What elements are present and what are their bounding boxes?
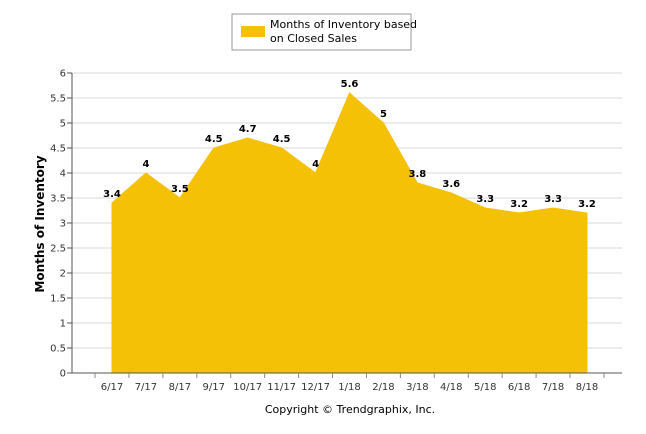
y-tick-label: 4.5 <box>50 144 66 155</box>
data-label: 4.5 <box>273 134 291 145</box>
x-tick-label: 7/17 <box>135 382 157 393</box>
data-label: 4 <box>142 159 149 170</box>
data-label: 5 <box>380 109 387 120</box>
data-label: 3.2 <box>510 199 528 210</box>
y-axis-ticks: 0 0.5 1 1.5 2 2.5 3 3.5 4 4.5 5 5.5 6 <box>50 69 72 380</box>
x-tick-label: 8/18 <box>576 382 598 393</box>
data-label: 3.2 <box>578 199 596 210</box>
data-label: 3.8 <box>408 169 426 180</box>
x-tick-label: 6/17 <box>101 382 123 393</box>
x-tick-label: 2/18 <box>372 382 394 393</box>
x-tick-label: 5/18 <box>474 382 496 393</box>
y-tick-label: 5 <box>60 119 66 130</box>
x-tick-label: 6/18 <box>508 382 530 393</box>
data-label: 3.3 <box>544 194 562 205</box>
x-tick-label: 7/18 <box>542 382 564 393</box>
data-label: 4.7 <box>239 124 257 135</box>
legend-label-line-1: Months of Inventory based <box>270 18 417 31</box>
x-axis-ticks: 6/17 7/17 8/17 9/17 10/17 11/17 12/17 1/18 2/18 3… <box>94 373 605 393</box>
y-axis-title: Months of Inventory <box>33 155 47 292</box>
legend: Months of Inventory based on Closed Sale… <box>231 13 417 51</box>
legend-label-line-2: on Closed Sales <box>270 32 357 45</box>
data-label: 3.5 <box>171 184 189 195</box>
data-label: 4.5 <box>205 134 223 145</box>
area-series <box>111 92 588 374</box>
y-tick-label: 2.5 <box>50 244 66 255</box>
data-label: 4 <box>312 159 319 170</box>
y-tick-label: 1.5 <box>50 294 66 305</box>
x-tick-label: 11/17 <box>267 382 296 393</box>
x-tick-label: 3/18 <box>406 382 428 393</box>
y-tick-label: 1 <box>60 319 66 330</box>
x-tick-label: 10/17 <box>233 382 262 393</box>
x-tick-label: 8/17 <box>169 382 191 393</box>
data-label: 3.4 <box>103 189 121 200</box>
data-labels: 3.4 4 3.5 4.5 4.7 4.5 4 5.6 5 3.8 3.6 3.3 3.2 3.3 3.2 <box>103 79 596 210</box>
data-label: 3.3 <box>476 194 494 205</box>
x-tick-label: 1/18 <box>338 382 360 393</box>
copyright-footer: Copyright © Trendgraphix, Inc. <box>265 403 435 416</box>
y-tick-label: 3.5 <box>50 194 66 205</box>
area-fill <box>111 92 588 374</box>
legend-swatch <box>241 26 265 37</box>
y-tick-label: 0 <box>60 369 66 380</box>
x-tick-label: 9/17 <box>203 382 225 393</box>
y-tick-label: 5.5 <box>50 94 66 105</box>
y-tick-label: 2 <box>60 269 66 280</box>
y-tick-label: 3 <box>60 219 66 230</box>
y-tick-label: 4 <box>60 169 66 180</box>
x-tick-label: 4/18 <box>440 382 462 393</box>
data-label: 5.6 <box>341 79 359 90</box>
data-label: 3.6 <box>442 179 460 190</box>
x-tick-label: 12/17 <box>301 382 330 393</box>
y-tick-label: 6 <box>60 69 66 80</box>
y-tick-label: 0.5 <box>50 344 66 355</box>
